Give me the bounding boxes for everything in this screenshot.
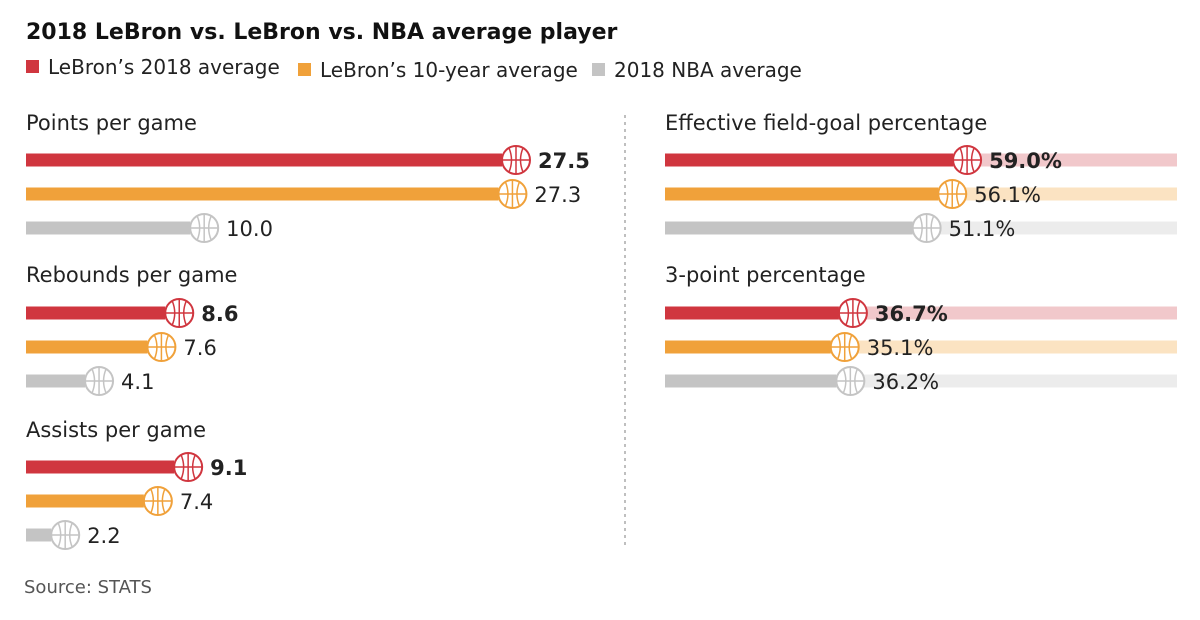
chart-panels: Points per game 27.5 27.3 10.0 Rebounds per … xyxy=(26,111,1177,550)
basketball-icon xyxy=(829,332,860,362)
bar-lebron-10-year xyxy=(26,340,148,354)
bar-nba-average xyxy=(665,221,913,235)
legend-swatch-lebron-10-year xyxy=(298,63,311,76)
bar-lebron-10-year xyxy=(665,187,939,201)
basketball-icon xyxy=(837,298,868,328)
basketball-icon xyxy=(146,332,177,362)
basketball-icon xyxy=(173,452,204,482)
bar-lebron-2018 xyxy=(665,306,839,320)
legend-swatch-lebron-2018 xyxy=(26,60,39,73)
legend-label-lebron-10-year: LeBron’s 10-year average xyxy=(320,58,578,82)
bar-nba-average xyxy=(26,528,52,542)
bar-lebron-2018 xyxy=(26,460,175,474)
basketball-icon xyxy=(164,298,195,328)
source-note: Source: STATS xyxy=(24,577,152,598)
value-label-nba-average: 36.2% xyxy=(872,370,939,394)
value-label-nba-average: 2.2 xyxy=(87,524,120,548)
value-label-nba-average: 51.1% xyxy=(949,217,1016,241)
bar-nba-average xyxy=(26,221,191,235)
value-label-nba-average: 4.1 xyxy=(121,370,154,394)
panel-title: Effective field-goal percentage xyxy=(665,111,987,135)
value-label-nba-average: 10.0 xyxy=(226,217,273,241)
value-label-lebron-10-year: 7.4 xyxy=(180,490,213,514)
legend-label-nba-average: 2018 NBA average xyxy=(614,58,802,82)
basketball-icon xyxy=(50,520,81,550)
legend-swatch-nba-average xyxy=(592,63,605,76)
bar-lebron-10-year xyxy=(26,187,499,201)
bar-nba-average xyxy=(26,374,86,388)
value-label-lebron-10-year: 7.6 xyxy=(183,336,216,360)
panel-title: Rebounds per game xyxy=(26,263,237,287)
basketball-icon xyxy=(911,213,942,243)
panel-title: Assists per game xyxy=(26,418,206,442)
basketball-icon xyxy=(835,366,866,396)
panel-points-per-game: Points per game 27.5 27.3 10.0 xyxy=(26,111,590,243)
value-label-lebron-2018: 27.5 xyxy=(538,149,590,173)
value-label-lebron-2018: 36.7% xyxy=(875,302,948,326)
bar-lebron-2018 xyxy=(26,153,502,167)
basketball-icon xyxy=(937,179,968,209)
value-label-lebron-2018: 9.1 xyxy=(210,456,247,480)
basketball-icon xyxy=(84,366,115,396)
legend: LeBron’s 2018 average LeBron’s 10-year a… xyxy=(26,55,802,82)
bar-lebron-2018 xyxy=(665,153,954,167)
bar-lebron-10-year xyxy=(26,494,144,508)
value-label-lebron-2018: 8.6 xyxy=(201,302,238,326)
panel-rebounds-per-game: Rebounds per game 8.6 7.6 4.1 xyxy=(26,263,238,396)
value-label-lebron-10-year: 56.1% xyxy=(974,183,1041,207)
chart-title: 2018 LeBron vs. LeBron vs. NBA average p… xyxy=(26,20,617,45)
value-label-lebron-2018: 59.0% xyxy=(989,149,1062,173)
panel-title: 3-point percentage xyxy=(665,263,866,287)
basketball-icon xyxy=(952,145,983,175)
panel-3-point-percentage: 3-point percentage 36.7% 35.1% 36.2% xyxy=(665,263,1177,396)
basketball-icon xyxy=(501,145,531,175)
value-label-lebron-10-year: 27.3 xyxy=(534,183,581,207)
bar-lebron-2018 xyxy=(26,306,166,320)
value-label-lebron-10-year: 35.1% xyxy=(867,336,934,360)
bar-nba-average xyxy=(665,374,837,388)
bar-lebron-10-year xyxy=(665,340,831,354)
panel-title: Points per game xyxy=(26,111,197,135)
basketball-icon xyxy=(142,486,173,516)
legend-label-lebron-2018: LeBron’s 2018 average xyxy=(48,55,280,79)
basketball-icon xyxy=(497,179,528,209)
basketball-icon xyxy=(189,213,220,243)
